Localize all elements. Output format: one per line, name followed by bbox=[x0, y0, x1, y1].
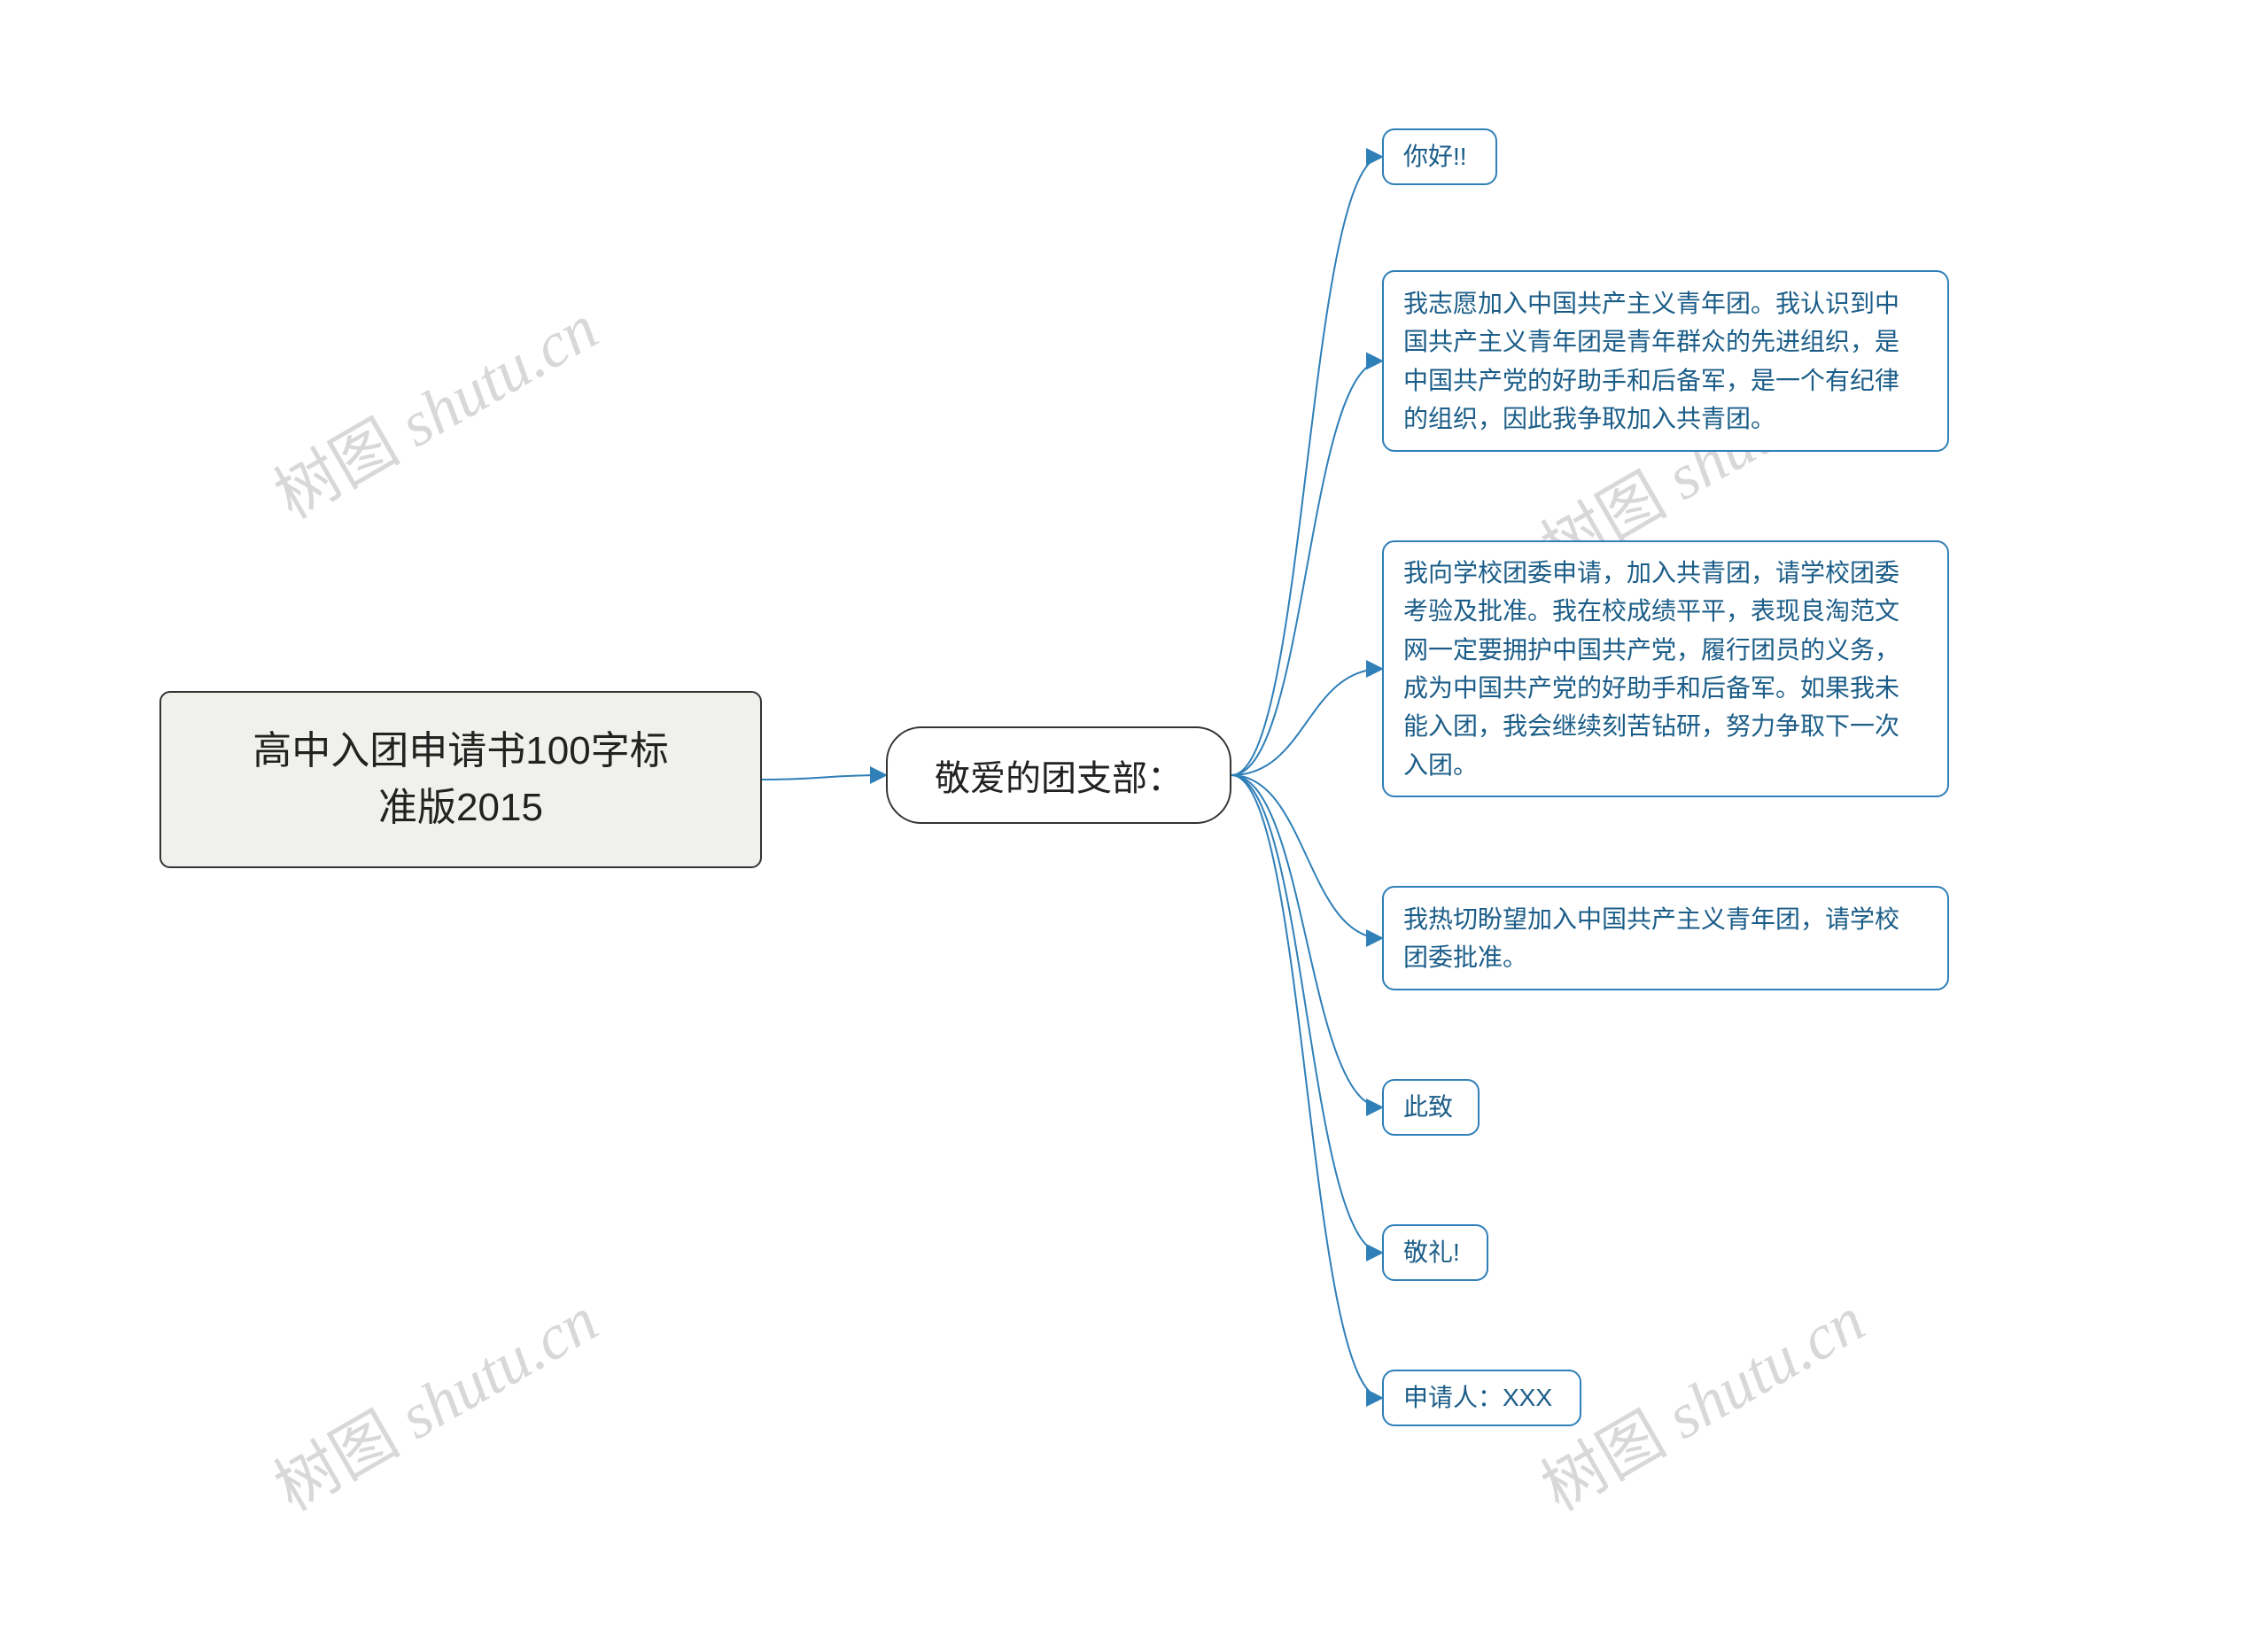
watermark-en: shutu.cn bbox=[388, 291, 610, 460]
leaf-label: 我热切盼望加入中国共产主义青年团，请学校 团委批准。 bbox=[1403, 900, 1899, 977]
watermark-en: shutu.cn bbox=[1655, 1284, 1876, 1452]
leaf-label: 此致 bbox=[1403, 1088, 1453, 1126]
watermark: 树图 shutu.cn bbox=[255, 1269, 611, 1528]
leaf-label: 我志愿加入中国共产主义青年团。我认识到中 国共产主义青年团是青年群众的先进组织，… bbox=[1403, 284, 1899, 439]
leaf-node: 我热切盼望加入中国共产主义青年团，请学校 团委批准。 bbox=[1382, 886, 1949, 990]
leaf-node: 你好!! bbox=[1382, 128, 1497, 185]
leaf-label: 敬礼! bbox=[1403, 1233, 1460, 1271]
mid-node: 敬爱的团支部： bbox=[886, 726, 1231, 824]
watermark-en: shutu.cn bbox=[388, 1284, 610, 1452]
root-label: 高中入团申请书100字标 准版2015 bbox=[252, 723, 668, 836]
leaf-label: 你好!! bbox=[1403, 137, 1467, 175]
leaf-label: 我向学校团委申请，加入共青团，请学校团委 考验及批准。我在校成绩平平，表现良淘范… bbox=[1403, 554, 1899, 784]
leaf-node: 申请人：XXX bbox=[1382, 1370, 1581, 1426]
root-node: 高中入团申请书100字标 准版2015 bbox=[159, 691, 762, 868]
leaf-node: 此致 bbox=[1382, 1079, 1480, 1136]
mid-label: 敬爱的团支部： bbox=[935, 749, 1183, 801]
leaf-node: 我向学校团委申请，加入共青团，请学校团委 考验及批准。我在校成绩平平，表现良淘范… bbox=[1382, 540, 1949, 797]
leaf-node: 敬礼! bbox=[1382, 1224, 1488, 1281]
leaf-label: 申请人：XXX bbox=[1403, 1378, 1552, 1417]
leaf-node: 我志愿加入中国共产主义青年团。我认识到中 国共产主义青年团是青年群众的先进组织，… bbox=[1382, 270, 1949, 452]
watermark: 树图 shutu.cn bbox=[255, 276, 611, 536]
